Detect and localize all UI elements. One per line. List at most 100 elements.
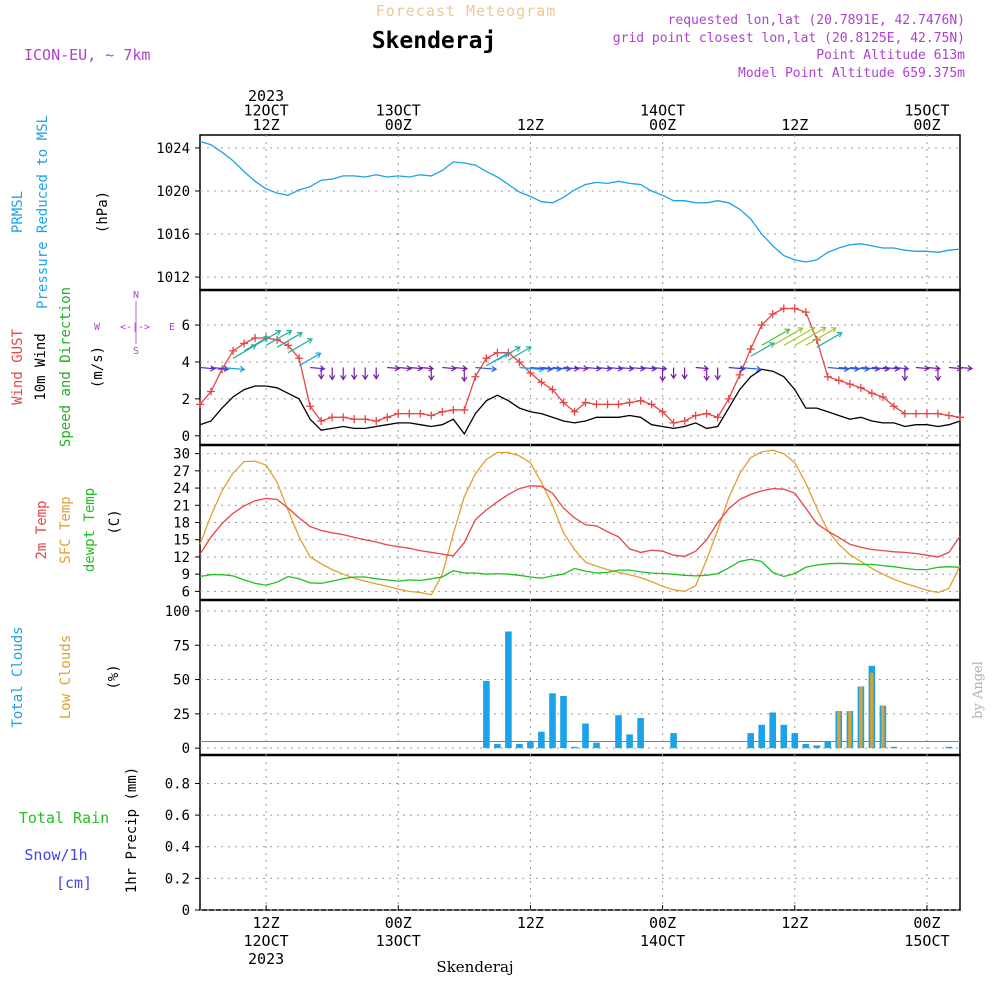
total-clouds-bar	[769, 712, 776, 749]
gust-marker	[460, 405, 469, 414]
wind-arrow-shaft	[640, 366, 657, 370]
y-tick-label: 75	[173, 638, 190, 654]
top-time-label: 00Z	[649, 116, 676, 134]
total-clouds-bar	[791, 733, 799, 749]
y-tick-label: 21	[173, 498, 190, 514]
wind-arrow-head	[573, 365, 580, 372]
wind-arrow-shaft	[552, 366, 571, 370]
y-tick-label: 0.6	[165, 808, 190, 824]
wind-arrow-shaft	[816, 332, 843, 348]
wind-arrow-head	[428, 375, 435, 382]
wind-arrow-shaft	[695, 366, 709, 370]
gust-marker	[449, 405, 458, 414]
gust-marker	[636, 396, 645, 405]
gust-marker	[482, 354, 491, 363]
wind-arrow-shaft	[915, 366, 929, 370]
wind-arrow-shaft	[596, 366, 612, 370]
wind-arrow-shaft	[442, 366, 456, 370]
wind-arrow-head	[556, 365, 563, 373]
2m-temp-series-line	[199, 485, 961, 558]
gust-marker	[801, 308, 810, 317]
total-clouds-bar	[802, 744, 810, 749]
low-clouds-bar	[859, 686, 863, 749]
wind-arrow-shaft	[574, 366, 588, 370]
gust-marker	[944, 411, 953, 420]
y-tick-label: 9	[182, 567, 190, 583]
gust-marker	[471, 372, 480, 381]
wind-arrow-shaft	[794, 327, 826, 346]
wind-gust-label: Wind GUST	[10, 329, 26, 405]
footer-location: Skenderaj	[436, 958, 513, 976]
gust-marker	[702, 409, 711, 418]
wind-arrow-shaft	[298, 352, 321, 367]
wind-arrow-shaft	[750, 342, 775, 357]
gridlines	[195, 135, 960, 911]
wind-arrow-head	[714, 374, 721, 381]
top-time-label: 13OCT	[376, 102, 421, 120]
compass-s: S	[133, 346, 139, 357]
wind-arrow-head	[934, 375, 942, 382]
wind-arrow-shaft	[618, 366, 634, 370]
wind-arrow-head	[263, 336, 270, 342]
wind-arrow-shaft	[761, 328, 790, 346]
y-tick-label: 27	[173, 464, 190, 480]
gust-marker	[922, 409, 931, 418]
total-clouds-bar	[615, 715, 622, 749]
gust-marker	[537, 378, 546, 387]
gust-marker	[779, 304, 788, 313]
y-tick-label: 0.4	[165, 840, 190, 856]
wind-arrow-head	[797, 327, 804, 333]
location-title: Skenderaj	[372, 28, 497, 54]
bottom-time-label: 12Z	[253, 914, 280, 932]
wind-arrow-head	[703, 375, 710, 382]
total-clouds-bar	[945, 746, 953, 749]
y-tick-label: 1024	[156, 141, 190, 157]
wind-arrow-head	[836, 332, 843, 338]
wind-arrow-head	[681, 374, 688, 380]
gust-marker	[878, 393, 887, 402]
10m-wind-series-line	[199, 368, 961, 436]
top-time-label: 14OCT	[640, 102, 685, 120]
percent-unit-label: (%)	[106, 664, 122, 689]
wind-arrow-head	[739, 365, 746, 372]
sfc-temp-series-line	[199, 449, 961, 596]
y-tick-label: 100	[165, 604, 190, 620]
wind-arrow-shaft	[882, 366, 900, 370]
wind-arrow-head	[661, 365, 668, 372]
pressure-panel-frame	[199, 134, 961, 291]
wind-arrow-shaft	[387, 366, 400, 370]
wind-arrow-shaft	[629, 366, 645, 370]
wind-arrow-shaft	[497, 346, 521, 361]
compass-n: N	[133, 290, 139, 301]
wind-arrow-head	[830, 327, 837, 333]
wind-arrow-shaft	[508, 346, 532, 361]
bottom-time-label: 12OCT	[244, 932, 289, 950]
gust-marker	[438, 407, 447, 416]
wind-arrow-head	[394, 365, 401, 372]
total-clouds-label: Total Clouds	[10, 626, 26, 727]
wind-arrow-head	[809, 326, 816, 333]
gust-marker	[867, 389, 876, 398]
wind-arrow-head	[935, 365, 941, 372]
wind-arrow-shaft	[563, 366, 579, 370]
hpa-unit-label: (hPa)	[95, 191, 111, 233]
wind-arrow-head	[967, 365, 974, 372]
wind-arrow-shaft	[651, 366, 667, 370]
low-clouds-bar	[881, 705, 885, 749]
bottom-time-label: 13OCT	[376, 932, 421, 950]
wind-arrow-shaft	[486, 352, 509, 367]
gust-marker	[669, 418, 678, 427]
low-clouds-bar	[848, 711, 852, 749]
gust-marker	[383, 413, 392, 422]
wind-arrow-shaft	[585, 366, 601, 370]
wind-arrow-head	[350, 374, 358, 381]
bottom-time-label: 12Z	[781, 914, 808, 932]
gust-marker	[592, 400, 601, 409]
compass-w: W	[94, 322, 101, 333]
gust-marker	[548, 385, 557, 394]
wind-arrow-head	[924, 365, 930, 372]
gust-marker	[416, 409, 425, 418]
wind-arrow-shaft	[728, 366, 745, 370]
cloud-bars	[483, 631, 953, 749]
wind-arrow-head	[640, 365, 646, 372]
